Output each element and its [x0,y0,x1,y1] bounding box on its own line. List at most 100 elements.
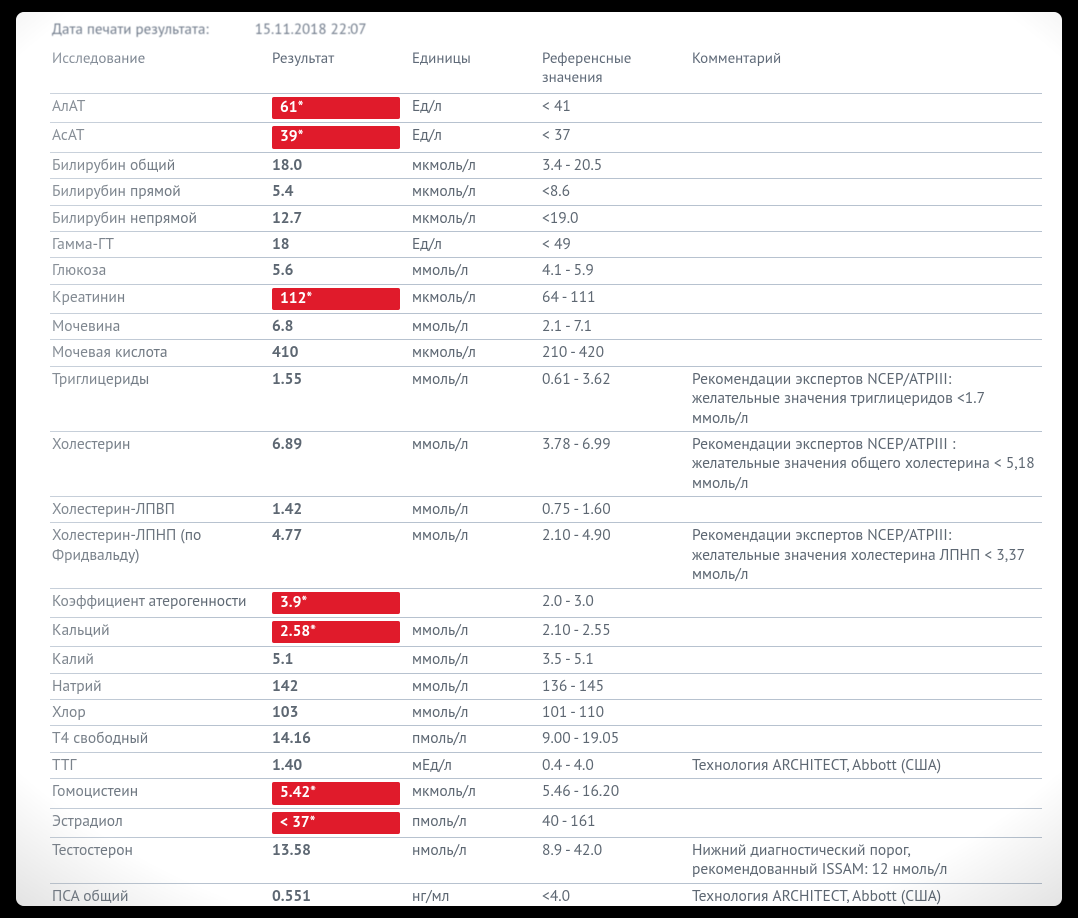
reference-cell: 8.9 - 42.0 [540,837,690,883]
result-cell: 5.42* [270,779,410,808]
comment-cell [690,497,1042,523]
units-cell: ммоль/л [410,523,540,588]
result-cell: 18 [270,231,410,257]
table-row: Мочевина6.8ммоль/л2.1 - 7.1 [50,314,1042,340]
comment-cell [690,258,1042,284]
reference-cell: 2.10 - 2.55 [540,617,690,646]
units-cell: ммоль/л [410,617,540,646]
test-name-cell: Билирубин общий [50,152,270,178]
units-cell: пмоль/л [410,726,540,752]
report-sheet: Дата печати результата: 15.11.2018 22:07… [16,12,1062,906]
result-cell: 0.551 [270,883,410,906]
test-name-cell: Мочевина [50,314,270,340]
reference-cell: < 41 [540,94,690,123]
reference-cell: 40 - 161 [540,808,690,837]
reference-cell: 5.46 - 16.20 [540,779,690,808]
result-cell: 13.58 [270,837,410,883]
test-name-cell: Калий [50,647,270,673]
units-cell: нг/мл [410,883,540,906]
test-name-cell: Натрий [50,673,270,699]
comment-cell [690,152,1042,178]
table-row: АсАТ39*Ед/л< 37 [50,123,1042,152]
table-row: ТТГ1.40мЕд/л0.4 - 4.0Технология ARCHITEC… [50,752,1042,778]
test-name-cell: Коэффициент атерогенности [50,588,270,617]
result-cell: < 37* [270,808,410,837]
table-row: Гомоцистеин5.42*мкмоль/л5.46 - 16.20 [50,779,1042,808]
units-cell: мкмоль/л [410,179,540,205]
test-name-cell: Билирубин непрямой [50,205,270,231]
test-name-cell: Глюкоза [50,258,270,284]
result-cell: 3.9* [270,588,410,617]
reference-cell: <19.0 [540,205,690,231]
test-name-cell: Холестерин [50,431,270,496]
units-cell: мкмоль/л [410,284,540,313]
header-ref: Референсные значения [540,45,690,94]
print-value: 15.11.2018 22:07 [255,20,367,39]
table-header-row: Исследование Результат Единицы Референсн… [50,45,1042,94]
reference-cell: 3.4 - 20.5 [540,152,690,178]
comment-cell [690,94,1042,123]
out-of-range-flag: 3.9* [272,592,400,614]
print-label: Дата печати результата: [52,20,209,39]
result-cell: 1.40 [270,752,410,778]
test-name-cell: Креатинин [50,284,270,313]
comment-cell [690,588,1042,617]
out-of-range-flag: 39* [272,126,400,148]
reference-cell: 136 - 145 [540,673,690,699]
units-cell: Ед/л [410,94,540,123]
table-row: Билирубин непрямой12.7мкмоль/л<19.0 [50,205,1042,231]
header-test: Исследование [50,45,270,94]
table-row: Билирубин прямой5.4мкмоль/л<8.6 [50,179,1042,205]
table-row: Т4 свободный14.16пмоль/л9.00 - 19.05 [50,726,1042,752]
header-comment: Комментарий [690,45,1042,94]
result-cell: 12.7 [270,205,410,231]
result-cell: 103 [270,700,410,726]
comment-cell [690,673,1042,699]
units-cell: ммоль/л [410,673,540,699]
table-row: АлАТ61* Ед/л< 41 [50,94,1042,123]
table-row: Мочевая кислота410мкмоль/л210 - 420 [50,340,1042,366]
result-cell: 39* [270,123,410,152]
out-of-range-flag: 2.58* [272,621,400,643]
comment-cell: Рекомендации экспертов NCEP/ATPIII: жела… [690,523,1042,588]
result-cell: 5.1 [270,647,410,673]
comment-cell [690,647,1042,673]
test-name-cell: Эстрадиол [50,808,270,837]
table-row: Триглицериды1.55ммоль/л0.61 - 3.62Рекоме… [50,366,1042,431]
comment-cell: Технология ARCHITECT, Abbott (США) [690,752,1042,778]
reference-cell: 0.61 - 3.62 [540,366,690,431]
result-cell: 5.6 [270,258,410,284]
reference-cell: 2.10 - 4.90 [540,523,690,588]
table-row: Тестостерон13.58нмоль/л8.9 - 42.0Нижний … [50,837,1042,883]
reference-cell: <8.6 [540,179,690,205]
reference-cell: 2.1 - 7.1 [540,314,690,340]
comment-cell [690,179,1042,205]
comment-cell [690,314,1042,340]
result-cell: 61* [270,94,410,123]
table-row: Эстрадиол< 37*пмоль/л40 - 161 [50,808,1042,837]
units-cell: мкмоль/л [410,152,540,178]
comment-cell [690,340,1042,366]
units-cell: ммоль/л [410,314,540,340]
out-of-range-flag: 5.42* [272,782,400,804]
table-row: Калий5.1ммоль/л3.5 - 5.1 [50,647,1042,673]
table-row: Холестерин6.89ммоль/л3.78 - 6.99Рекоменд… [50,431,1042,496]
table-row: Гамма-ГТ18Ед/л< 49 [50,231,1042,257]
result-cell: 1.55 [270,366,410,431]
units-cell: ммоль/л [410,431,540,496]
out-of-range-flag: 61* [272,97,400,119]
print-meta-line: Дата печати результата: 15.11.2018 22:07 [50,18,1042,45]
out-of-range-flag: < 37* [272,812,400,834]
result-cell: 5.4 [270,179,410,205]
units-cell: ммоль/л [410,700,540,726]
units-cell: ммоль/л [410,258,540,284]
reference-cell: 0.4 - 4.0 [540,752,690,778]
comment-cell [690,231,1042,257]
comment-cell [690,617,1042,646]
units-cell: ммоль/л [410,497,540,523]
test-name-cell: АлАТ [50,94,270,123]
reference-cell: <4.0 [540,883,690,906]
table-row: Натрий142ммоль/л136 - 145 [50,673,1042,699]
reference-cell: 9.00 - 19.05 [540,726,690,752]
units-cell: ммоль/л [410,647,540,673]
